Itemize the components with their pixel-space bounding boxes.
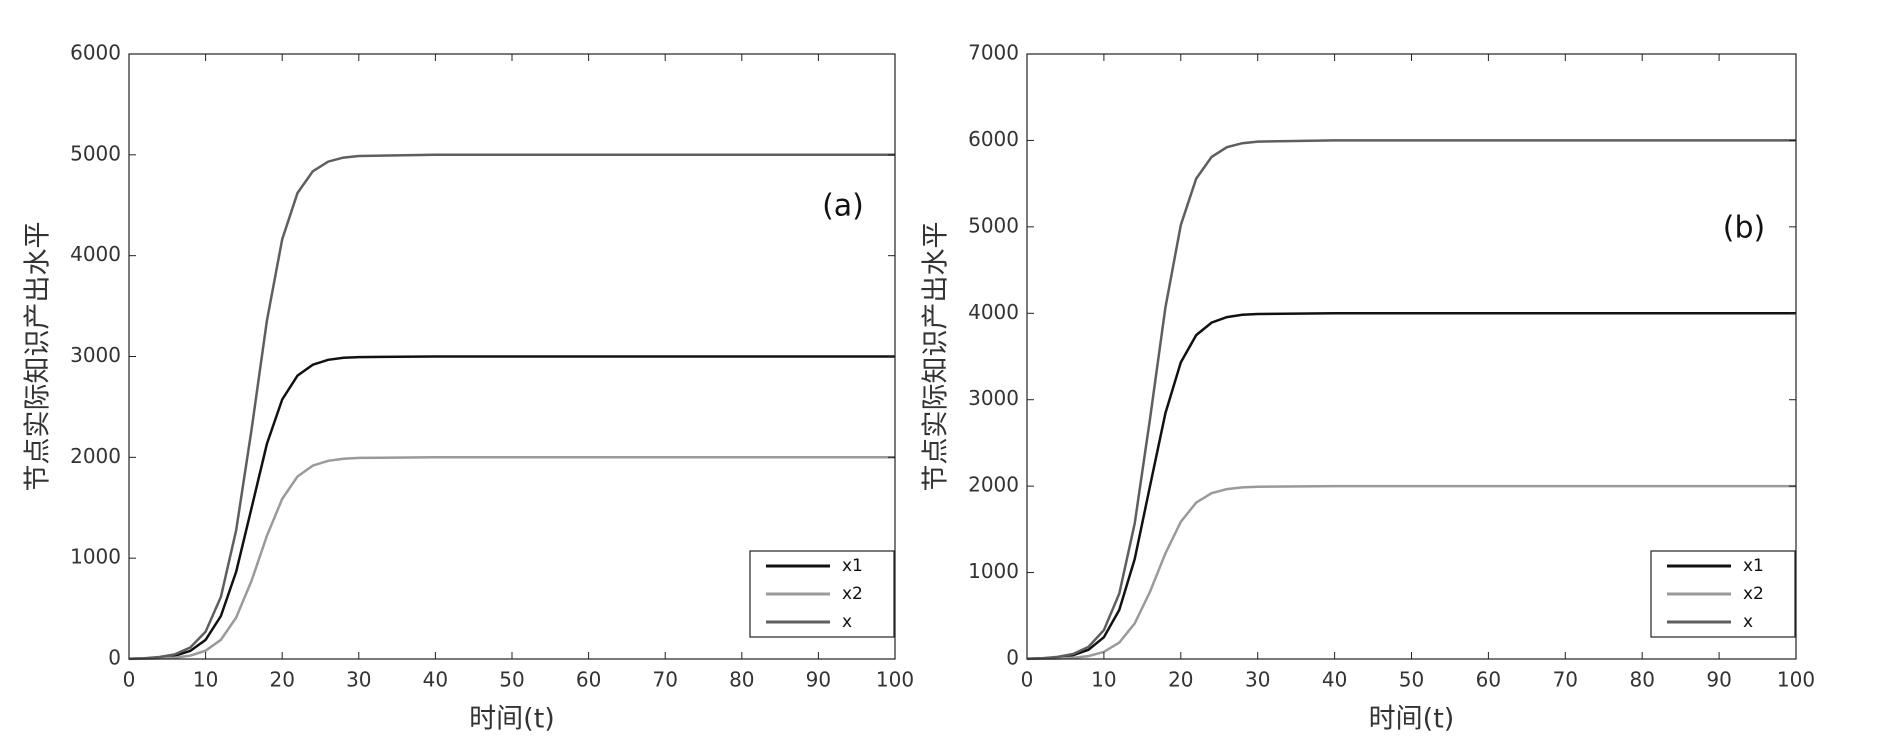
y-tick-label: 2000: [968, 473, 1019, 497]
y-tick-label: 3000: [968, 386, 1019, 410]
x-tick-label: 10: [1091, 668, 1116, 692]
y-tick-label: 6000: [968, 127, 1019, 151]
x-tick-label: 90: [1706, 668, 1731, 692]
x-tick-label: 40: [1322, 668, 1347, 692]
y-tick-label: 1000: [70, 545, 121, 569]
y-tick-label: 0: [108, 646, 121, 670]
x-tick-label: 0: [1021, 668, 1034, 692]
y-tick-label: 3000: [70, 343, 121, 367]
legend-label: x2: [842, 584, 863, 604]
x-axis-label: 时间(t): [1369, 704, 1455, 735]
x-tick-label: 70: [652, 668, 677, 692]
y-tick-label: 5000: [70, 141, 121, 165]
x-axis-label: 时间(t): [469, 704, 555, 735]
series-line: [128, 456, 895, 661]
legend-label: x1: [842, 556, 863, 576]
x-tick-label: 60: [1476, 668, 1501, 692]
x-tick-label: 80: [1629, 668, 1654, 692]
series-line: [1026, 312, 1796, 660]
series-line: [128, 153, 895, 660]
legend-label: x: [842, 612, 852, 632]
x-tick-label: 70: [1553, 668, 1578, 692]
y-axis-label: 节点实际知识产出水平: [921, 222, 952, 492]
x-tick-label: 0: [123, 668, 136, 692]
legend-label: x1: [1743, 556, 1764, 576]
annotation: (b): [1723, 211, 1765, 246]
x-tick-label: 30: [1245, 668, 1270, 692]
y-tick-label: 5000: [968, 213, 1019, 237]
legend-label: x: [1743, 612, 1753, 632]
x-tick-label: 20: [1168, 668, 1193, 692]
x-tick-label: 90: [806, 668, 831, 692]
x-tick-label: 30: [346, 668, 371, 692]
y-tick-label: 4000: [968, 300, 1019, 324]
y-axis-label: 节点实际知识产出水平: [23, 222, 54, 492]
x-tick-label: 50: [1399, 668, 1424, 692]
x-tick-label: 100: [1777, 668, 1815, 692]
x-tick-label: 20: [269, 668, 294, 692]
y-tick-label: 7000: [968, 41, 1019, 65]
y-tick-label: 6000: [70, 41, 121, 65]
y-tick-label: 1000: [968, 559, 1019, 583]
x-tick-label: 10: [193, 668, 218, 692]
annotation: (a): [822, 189, 864, 224]
series-line: [1026, 139, 1796, 660]
x-tick-label: 60: [576, 668, 601, 692]
x-tick-label: 50: [499, 668, 524, 692]
series-line: [1026, 484, 1796, 661]
series-line: [128, 355, 895, 661]
y-tick-label: 2000: [70, 444, 121, 468]
y-tick-label: 4000: [70, 242, 121, 266]
legend-label: x2: [1743, 584, 1764, 604]
x-tick-label: 100: [876, 668, 914, 692]
x-tick-label: 80: [729, 668, 754, 692]
y-tick-label: 0: [1006, 646, 1019, 670]
x-tick-label: 40: [423, 668, 448, 692]
